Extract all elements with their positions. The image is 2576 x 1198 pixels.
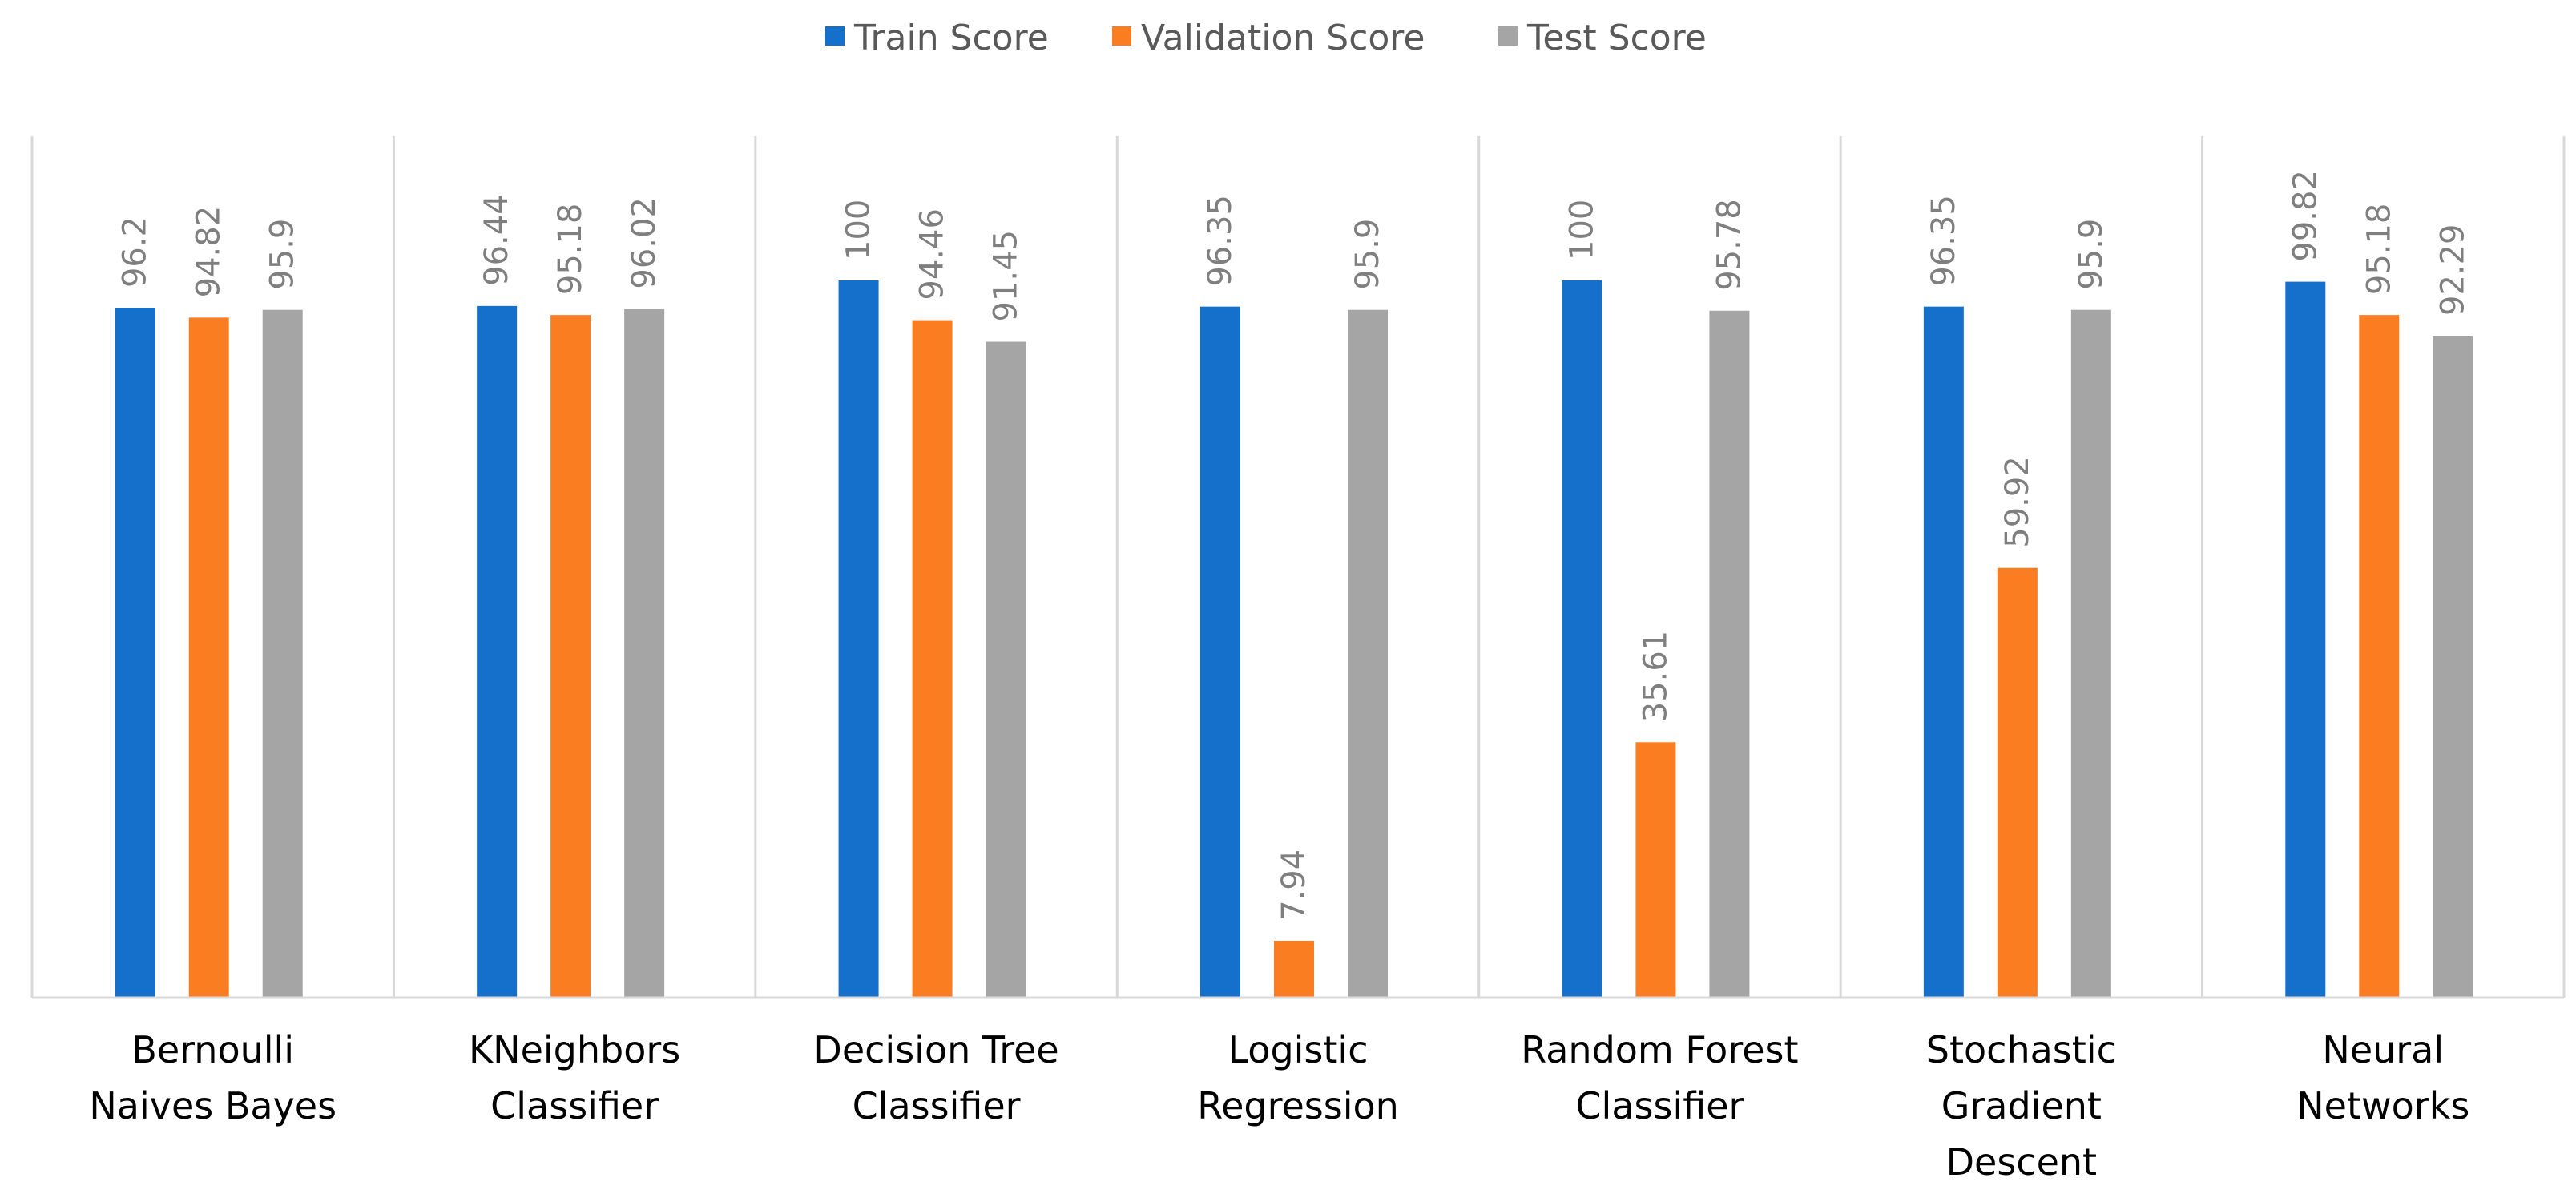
data-label: 95.18 xyxy=(552,204,589,296)
data-label: 94.82 xyxy=(191,206,228,298)
data-label: 91.45 xyxy=(988,230,1025,322)
bar-validation-score-6 xyxy=(2359,315,2400,998)
category-label: Neural xyxy=(2322,1028,2444,1071)
category-label: Descent xyxy=(1946,1140,2097,1184)
legend-label-0: Train Score xyxy=(853,18,1049,58)
category-label: Classifier xyxy=(1575,1084,1744,1127)
category-label: Stochastic xyxy=(1926,1028,2117,1071)
data-label: 94.46 xyxy=(914,208,951,301)
bar-train-score-1 xyxy=(477,305,518,998)
bar-train-score-3 xyxy=(1200,306,1240,998)
legend-swatch-0 xyxy=(825,26,845,46)
bar-validation-score-3 xyxy=(1274,940,1314,998)
bar-train-score-2 xyxy=(838,280,879,998)
bars xyxy=(115,280,2473,998)
legend-label-1: Validation Score xyxy=(1141,18,1425,58)
category-label: Gradient xyxy=(1941,1084,2102,1127)
category-label: Regression xyxy=(1197,1084,1399,1127)
data-labels: 96.2 94.82 95.9 96.44 95.18 96.02 100 94.46 91.4… xyxy=(117,170,2472,921)
category-label: Naives Bayes xyxy=(89,1084,337,1127)
data-label: 95.78 xyxy=(1711,199,1748,291)
bar-test-score-0 xyxy=(262,309,303,998)
bar-validation-score-4 xyxy=(1635,742,1676,998)
legend-swatch-1 xyxy=(1112,26,1131,46)
data-label: 100 xyxy=(841,200,877,260)
bar-test-score-6 xyxy=(2433,336,2473,998)
bar-test-score-5 xyxy=(2070,309,2111,998)
data-label: 95.18 xyxy=(2360,204,2397,296)
category-label: KNeighbors xyxy=(469,1028,680,1071)
bar-test-score-4 xyxy=(1709,310,1750,998)
category-label: Bernoulli xyxy=(131,1028,294,1071)
data-label: 7.94 xyxy=(1276,849,1312,921)
category-label: Logistic xyxy=(1228,1028,1368,1071)
data-label: 96.2 xyxy=(117,216,154,288)
data-label: 96.02 xyxy=(626,197,663,289)
category-label: Classifier xyxy=(853,1084,1021,1127)
data-label: 100 xyxy=(1563,200,1600,260)
data-label: 92.29 xyxy=(2434,224,2471,316)
bar-validation-score-0 xyxy=(188,317,229,998)
bar-test-score-1 xyxy=(624,309,665,998)
category-labels: Bernoulli Naives Bayes KNeighbors Classifie… xyxy=(89,1028,2469,1184)
bar-train-score-5 xyxy=(1923,306,1964,998)
category-label: Decision Tree xyxy=(813,1028,1058,1071)
data-label: 35.61 xyxy=(1637,631,1674,723)
data-label: 96.35 xyxy=(1202,195,1239,287)
data-label: 95.9 xyxy=(264,219,301,290)
data-label: 96.35 xyxy=(1925,195,1962,287)
legend-swatch-2 xyxy=(1498,26,1518,46)
category-label: Networks xyxy=(2296,1084,2469,1127)
bar-train-score-6 xyxy=(2285,281,2326,998)
legend-label-2: Test Score xyxy=(1526,18,1707,58)
bar-train-score-4 xyxy=(1562,280,1602,998)
category-label: Random Forest xyxy=(1521,1028,1798,1071)
bar-test-score-2 xyxy=(986,341,1026,998)
bar-validation-score-5 xyxy=(1997,567,2038,998)
category-label: Classifier xyxy=(490,1084,659,1127)
data-label: 59.92 xyxy=(1999,456,2036,548)
data-label: 96.44 xyxy=(478,194,515,286)
bar-validation-score-2 xyxy=(912,320,953,998)
data-label: 95.9 xyxy=(2073,219,2110,290)
data-label: 95.9 xyxy=(1349,219,1386,290)
category-dividers xyxy=(30,136,2566,998)
bar-test-score-3 xyxy=(1348,309,1388,998)
legend: Train Score Validation Score Test Score xyxy=(825,18,1707,58)
bar-validation-score-1 xyxy=(550,315,591,998)
data-label: 99.82 xyxy=(2287,170,2324,262)
bar-train-score-0 xyxy=(115,308,155,998)
